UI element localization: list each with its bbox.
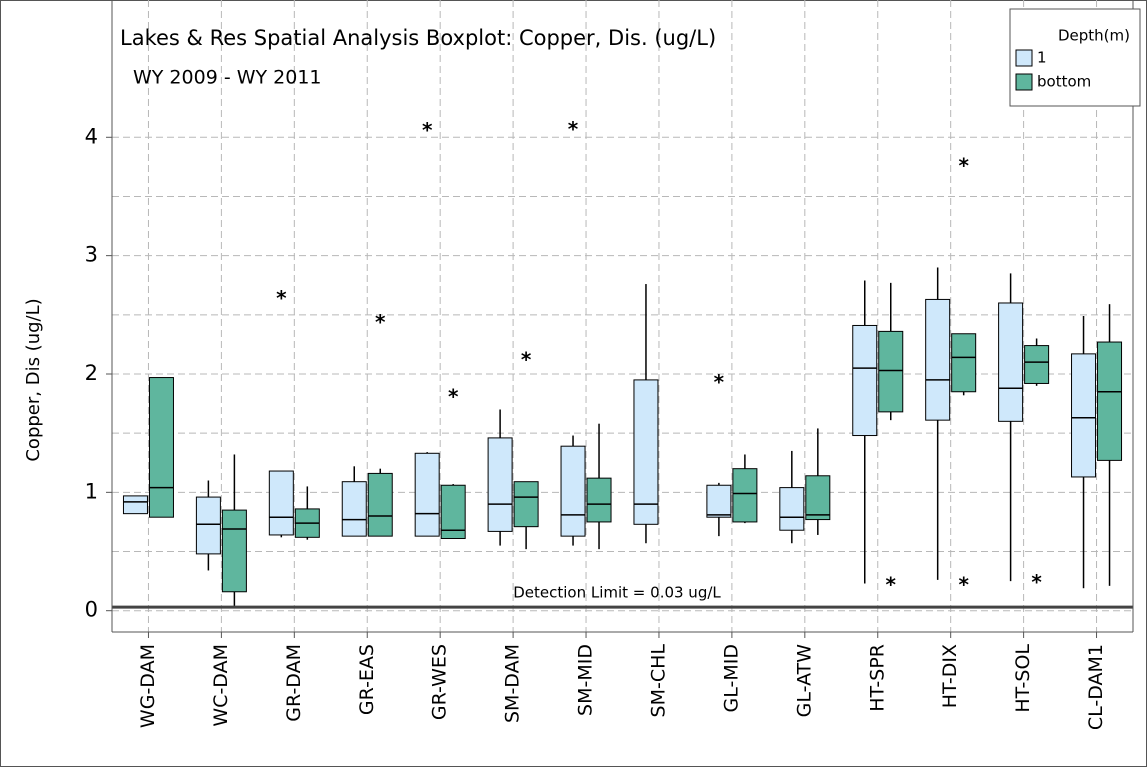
box — [513, 481, 539, 528]
box — [852, 324, 878, 437]
outlier: * — [1031, 570, 1042, 594]
y-tick-label: 0 — [85, 598, 98, 622]
x-tick-label: WC-DAM — [210, 644, 232, 727]
x-tick-label: WG-DAM — [137, 644, 159, 728]
box — [706, 484, 732, 518]
y-tick-label: 4 — [85, 124, 98, 148]
x-tick-label: SM-CHL — [647, 644, 669, 718]
box — [951, 333, 977, 393]
x-tick-label: HT-DIX — [939, 644, 961, 708]
outlier: * — [521, 348, 532, 372]
box — [998, 302, 1024, 422]
box — [560, 445, 586, 537]
box — [341, 481, 367, 537]
chart-title: Lakes & Res Spatial Analysis Boxplot: Co… — [120, 26, 716, 50]
box — [586, 477, 612, 523]
x-tick-label: SM-DAM — [502, 644, 524, 723]
box — [221, 509, 247, 593]
box — [487, 437, 513, 532]
box — [122, 495, 148, 515]
box — [268, 470, 294, 536]
outlier: * — [714, 370, 725, 394]
x-tick-label: CL-DAM1 — [1085, 644, 1107, 730]
box — [925, 298, 951, 421]
legend-label: bottom — [1037, 73, 1091, 91]
box — [367, 472, 393, 537]
box — [1024, 345, 1050, 384]
box — [1071, 353, 1097, 478]
box — [732, 468, 758, 523]
box — [805, 475, 831, 521]
outlier: * — [568, 117, 579, 141]
legend-swatch — [1015, 49, 1033, 67]
outlier: * — [958, 154, 969, 178]
x-tick-label: GL-ATW — [793, 644, 815, 718]
x-tick-label: GR-DAM — [283, 644, 305, 722]
outlier: * — [958, 573, 969, 597]
box — [633, 379, 659, 525]
legend: Depth(m) 1 bottom — [1009, 8, 1141, 107]
outlier: * — [276, 286, 287, 310]
x-tick-label: GR-EAS — [356, 644, 378, 715]
outlier: * — [422, 118, 433, 142]
marks: * * * * * * * * * * * — [112, 117, 1133, 609]
box — [779, 487, 805, 531]
y-axis-label: Copper, Dis (ug/L) — [23, 298, 44, 461]
y-tick-label: 3 — [85, 243, 98, 267]
y-tick-label: 1 — [85, 479, 98, 503]
box — [195, 496, 221, 555]
outlier: * — [886, 573, 897, 597]
box — [148, 377, 174, 518]
y-tick-label: 2 — [85, 361, 98, 385]
x-tick-label: GR-WES — [429, 644, 451, 720]
legend-swatch — [1015, 73, 1033, 91]
x-tick-label: HT-SOL — [1012, 644, 1034, 713]
legend-label: 1 — [1037, 49, 1047, 67]
box — [878, 330, 904, 413]
x-tick-label: HT-SPR — [866, 644, 888, 712]
outlier: * — [375, 310, 386, 334]
legend-title: Depth(m) — [1058, 27, 1130, 45]
chart-subtitle: WY 2009 - WY 2011 — [133, 67, 322, 89]
outlier: * — [448, 384, 459, 408]
box — [414, 452, 440, 537]
reference-label: Detection Limit = 0.03 ug/L — [513, 584, 721, 602]
box — [1097, 341, 1123, 461]
x-tick-label: GL-MID — [720, 644, 742, 712]
x-tick-label: SM-MID — [575, 644, 597, 716]
